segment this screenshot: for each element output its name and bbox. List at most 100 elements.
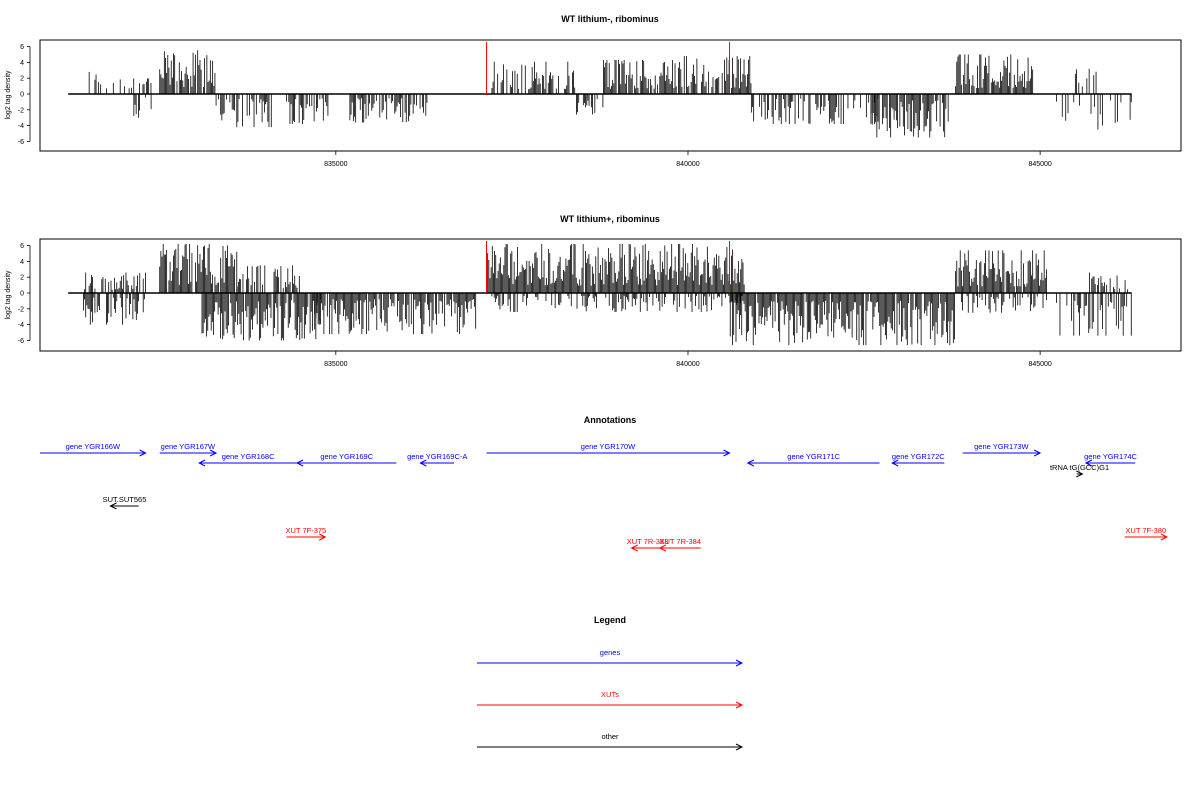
plot-frame	[39, 39, 1182, 152]
feature-label: XUT 7R-384	[659, 537, 701, 546]
annotation-feature: tRNA tG(GCC)G1	[1050, 463, 1109, 478]
y-tick-label: 0	[20, 291, 24, 298]
chart-title: WT lithium-, ribominus	[561, 14, 659, 24]
feature-arrow-head	[723, 449, 731, 457]
feature-arrow-head	[209, 449, 218, 457]
feature-arrow-head	[735, 701, 744, 709]
y-tick-label: -4	[18, 322, 24, 329]
annotation-feature: gene YGR169C-A	[407, 452, 467, 467]
feature-arrow-head	[109, 502, 117, 510]
tag-density-bars	[83, 244, 1132, 346]
y-tick-label: 6	[20, 44, 24, 51]
feature-arrow-head	[1076, 470, 1084, 478]
annotation-feature: gene YGR174C	[1084, 452, 1138, 467]
y-tick-label: 2	[20, 76, 24, 83]
y-tick-label: 4	[20, 259, 24, 266]
chart-panel-lithium-plus: WT lithium+, ribominus log2 tag density …	[5, 214, 1182, 368]
annotation-feature: gene YGR169C	[295, 452, 397, 467]
feature-label: gene YGR167W	[161, 442, 216, 451]
feature-label: gene YGR171C	[787, 452, 840, 461]
feature-arrow-head	[319, 533, 327, 541]
y-axis: 6 4 2 0 -2 -4 -6	[18, 44, 31, 146]
legend-item: XUTs	[477, 690, 744, 709]
feature-label: gene YGR166W	[66, 442, 121, 451]
chart-panel-lithium-minus: WT lithium-, ribominus log2 tag density …	[5, 14, 1182, 168]
y-tick-label: 6	[20, 243, 24, 250]
feature-arrow-head	[1084, 459, 1093, 467]
feature-label: gene YGR169C-A	[407, 452, 467, 461]
y-tick-label: -4	[18, 123, 24, 130]
feature-arrow-head	[198, 459, 206, 467]
y-tick-label: -2	[18, 306, 24, 313]
annotation-feature: gene YGR170W	[486, 442, 731, 457]
feature-arrow-head	[419, 459, 427, 467]
feature-arrow-head	[746, 459, 755, 467]
feature-label: XUT 7R-383	[627, 537, 669, 546]
feature-label: gene YGR173W	[974, 442, 1029, 451]
feature-arrow-head	[295, 459, 304, 467]
annotation-feature: gene YGR172C	[891, 452, 945, 467]
x-tick-label: 840000	[676, 361, 699, 368]
tag-density-bars	[88, 50, 1132, 138]
feature-label: XUT 7F-380	[1125, 526, 1166, 535]
feature-label: gene YGR168C	[222, 452, 275, 461]
feature-arrow-head	[630, 544, 638, 552]
legend-label: genes	[600, 648, 621, 657]
feature-list: gene YGR166W gene YGR167W gene YGR168C gene…	[40, 442, 1169, 552]
feature-arrow-head	[735, 659, 744, 667]
feature-arrow-head	[1033, 449, 1042, 457]
annotation-feature: XUT 7F-375	[286, 526, 327, 541]
y-tick-label: 0	[20, 92, 24, 99]
plot-frame	[39, 238, 1182, 352]
y-axis-label: log2 tag density	[5, 70, 12, 120]
legend-title: Legend	[594, 615, 626, 625]
x-axis: 835000 840000 845000	[324, 151, 1052, 168]
y-axis-label: log2 tag density	[5, 270, 12, 320]
legend-label: XUTs	[601, 690, 619, 699]
feature-arrow-head	[735, 743, 744, 751]
legend: Legend genes XUTs other	[477, 615, 744, 751]
legend-items: genes XUTs other	[477, 648, 744, 751]
annotation-feature: gene YGR173W	[962, 442, 1042, 457]
feature-arrow-head	[891, 459, 899, 467]
gene-boundary-markers	[486, 42, 731, 94]
feature-label: XUT 7F-375	[286, 526, 327, 535]
annotation-feature: XUT 7R-384	[658, 537, 701, 552]
annotation-feature: XUT 7F-380	[1124, 526, 1169, 541]
annotations-title: Annotations	[584, 415, 637, 425]
feature-label: gene YGR170W	[581, 442, 636, 451]
annotations-track: Annotations gene YGR166W gene YGR167Wgene…	[40, 415, 1169, 552]
annotation-feature: gene YGR168C	[198, 452, 298, 467]
feature-label: gene YGR174C	[1084, 452, 1137, 461]
y-tick-label: -6	[18, 338, 24, 345]
x-tick-label: 835000	[324, 361, 347, 368]
feature-arrow-head	[139, 449, 147, 457]
x-axis: 835000 840000 845000	[324, 351, 1052, 368]
feature-label: gene YGR169C	[320, 452, 373, 461]
annotation-feature: gene YGR167W	[159, 442, 218, 457]
chart-title: WT lithium+, ribominus	[560, 214, 660, 224]
feature-label: SUT.SUT565	[103, 495, 147, 504]
annotation-feature: SUT.SUT565	[103, 495, 147, 510]
y-tick-label: -6	[18, 139, 24, 146]
x-tick-label: 845000	[1028, 361, 1051, 368]
legend-label: other	[601, 732, 619, 741]
feature-arrow-head	[1160, 533, 1169, 541]
y-axis: 6 4 2 0 -2 -4 -6	[18, 243, 31, 345]
feature-arrow-head	[658, 544, 667, 552]
annotation-feature: gene YGR166W	[40, 442, 147, 457]
x-tick-label: 840000	[676, 161, 699, 168]
feature-label: gene YGR172C	[892, 452, 945, 461]
feature-label: tRNA tG(GCC)G1	[1050, 463, 1109, 472]
x-tick-label: 845000	[1028, 161, 1051, 168]
y-tick-label: 2	[20, 275, 24, 282]
annotation-feature: XUT 7R-383	[627, 537, 669, 552]
gene-boundary-markers	[486, 241, 731, 293]
y-tick-label: 4	[20, 60, 24, 67]
y-tick-label: -2	[18, 107, 24, 114]
annotation-feature: gene YGR171C	[746, 452, 880, 467]
legend-item: other	[477, 732, 744, 751]
legend-item: genes	[477, 648, 744, 667]
x-tick-label: 835000	[324, 161, 347, 168]
